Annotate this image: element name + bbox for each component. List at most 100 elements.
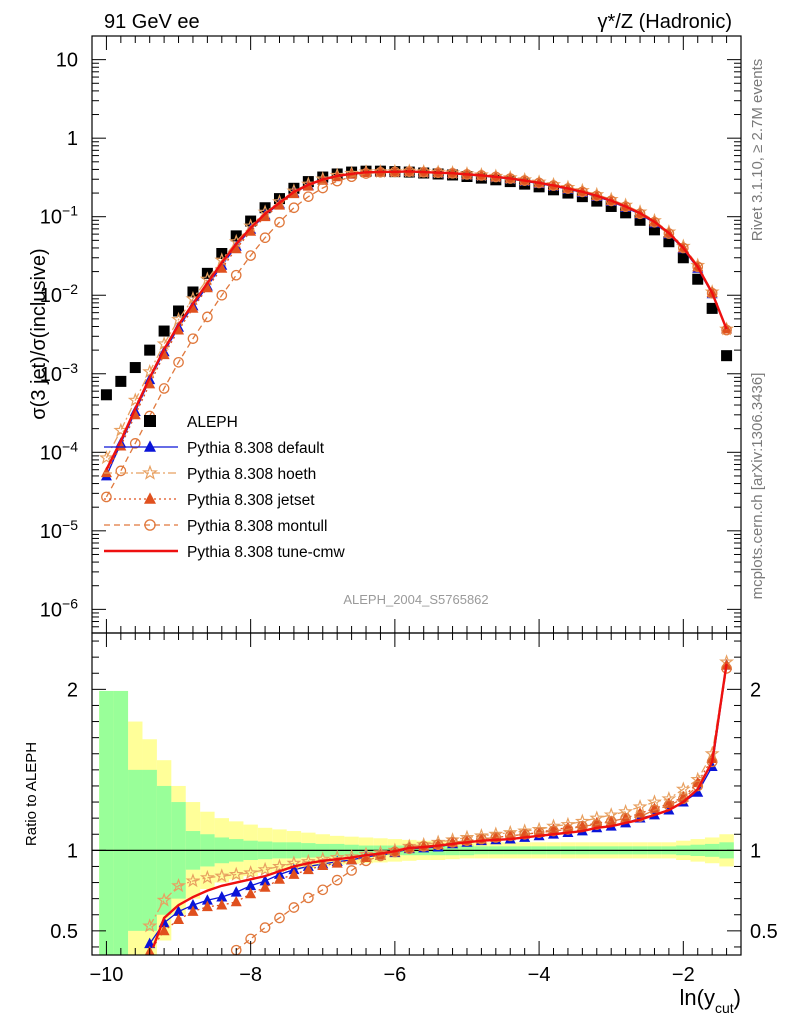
ratio-axes: −10 −8 −6 −4 −2 0.5 0.5 1 1 2 2 xyxy=(50,633,778,986)
data-point xyxy=(663,236,675,248)
data-point xyxy=(706,287,718,299)
data-point xyxy=(185,873,201,888)
data-point xyxy=(216,289,228,301)
data-point xyxy=(245,225,257,236)
y-tick-label: 10−3 xyxy=(40,360,78,386)
x-tick-label: −6 xyxy=(383,964,406,986)
data-point xyxy=(216,899,228,910)
data-point xyxy=(375,850,386,862)
data-point xyxy=(648,224,660,236)
legend-marker xyxy=(142,464,158,480)
data-point xyxy=(245,879,257,891)
data-point xyxy=(187,899,199,910)
x-tick-label: −4 xyxy=(528,964,551,986)
data-point xyxy=(202,311,213,323)
data-point xyxy=(216,262,228,273)
data-point xyxy=(230,269,242,281)
data-point xyxy=(156,892,172,907)
legend-entry-pythia-8-308-tune-cmw: Pythia 8.308 tune-cmw xyxy=(104,544,345,561)
data-point xyxy=(620,201,631,213)
data-point xyxy=(245,887,257,899)
data-point xyxy=(634,811,646,822)
data-point xyxy=(230,242,242,254)
data-point xyxy=(605,200,617,212)
inner-band-bin xyxy=(99,690,114,955)
ratio-y-tick-label-right: 2 xyxy=(750,679,761,701)
data-point xyxy=(634,214,646,226)
y-tick-label: 1 xyxy=(67,128,78,150)
legend-label: Pythia 8.308 jetset xyxy=(187,492,315,509)
data-point xyxy=(230,886,242,897)
data-point xyxy=(259,874,271,886)
data-point xyxy=(187,302,199,313)
data-point xyxy=(98,450,114,465)
data-point xyxy=(302,863,314,875)
data-point xyxy=(259,881,271,892)
data-point xyxy=(259,922,271,933)
data-point xyxy=(663,797,675,809)
data-point xyxy=(129,362,141,374)
y-tick-label: 10−6 xyxy=(40,595,78,621)
data-point xyxy=(346,865,357,876)
series-pythia-8-308-jetset xyxy=(144,659,733,955)
data-point xyxy=(100,389,112,401)
x-tick-label: −8 xyxy=(239,964,262,986)
main-y-axis-label: σ(3 jet)/σ(inclusive) xyxy=(28,248,50,419)
y-tick-label: 10−5 xyxy=(40,517,78,543)
data-point xyxy=(721,350,733,362)
data-point xyxy=(591,190,603,202)
data-point xyxy=(317,859,329,871)
data-point xyxy=(272,858,287,873)
legend-marker xyxy=(144,519,156,531)
data-point xyxy=(144,937,156,949)
y-tick-label: 10−2 xyxy=(40,281,78,307)
data-point xyxy=(620,207,632,219)
data-point xyxy=(201,900,213,912)
ratio-y-tick-label: 1 xyxy=(67,840,78,862)
ratio-y-tick-label-right: 0.5 xyxy=(750,921,778,943)
series-aleph xyxy=(100,165,733,401)
legend-label: ALEPH xyxy=(187,414,238,431)
data-point xyxy=(331,857,343,868)
data-point xyxy=(591,819,603,830)
legend-entry-pythia-8-308-montull: Pythia 8.308 montull xyxy=(104,518,327,535)
data-point xyxy=(490,832,502,843)
data-point xyxy=(173,305,185,317)
data-point xyxy=(142,918,158,933)
ratio-y-axis-label: Ratio to ALEPH xyxy=(23,742,40,846)
data-point xyxy=(199,869,215,885)
legend-entry-aleph: ALEPH xyxy=(144,414,238,431)
data-point xyxy=(692,786,704,797)
data-point xyxy=(692,261,704,273)
data-point xyxy=(317,884,329,896)
data-point xyxy=(317,182,329,194)
legend-entry-pythia-8-308-jetset: Pythia 8.308 jetset xyxy=(104,492,315,509)
data-point xyxy=(115,375,127,387)
y-tick-label: 10−1 xyxy=(40,203,78,229)
data-point xyxy=(216,890,228,902)
data-point xyxy=(144,344,156,356)
data-point xyxy=(346,171,357,183)
data-point xyxy=(591,816,603,828)
data-point xyxy=(288,202,300,214)
series-line xyxy=(105,170,728,471)
data-point xyxy=(331,874,343,886)
data-point xyxy=(663,228,675,239)
data-point xyxy=(173,905,185,916)
legend-label: Pythia 8.308 tune-cmw xyxy=(187,544,345,561)
main-axes: 10−6 10−5 10−4 10−3 10−2 10−1 1 10 xyxy=(40,35,742,634)
left-title: 91 GeV ee xyxy=(104,11,200,33)
data-point xyxy=(274,912,285,924)
series-pythia-8-308-montull xyxy=(230,663,732,955)
data-point xyxy=(677,242,689,254)
data-point xyxy=(173,324,185,335)
data-point xyxy=(605,195,617,207)
ratio-y-tick-label: 0.5 xyxy=(50,921,78,943)
data-point xyxy=(476,833,487,845)
data-point xyxy=(158,383,170,394)
data-point xyxy=(230,895,242,907)
data-point xyxy=(273,873,285,884)
legend-label: Pythia 8.308 default xyxy=(187,440,325,457)
legend-label: Pythia 8.308 montull xyxy=(187,518,327,535)
x-tick-label: −2 xyxy=(672,964,695,986)
